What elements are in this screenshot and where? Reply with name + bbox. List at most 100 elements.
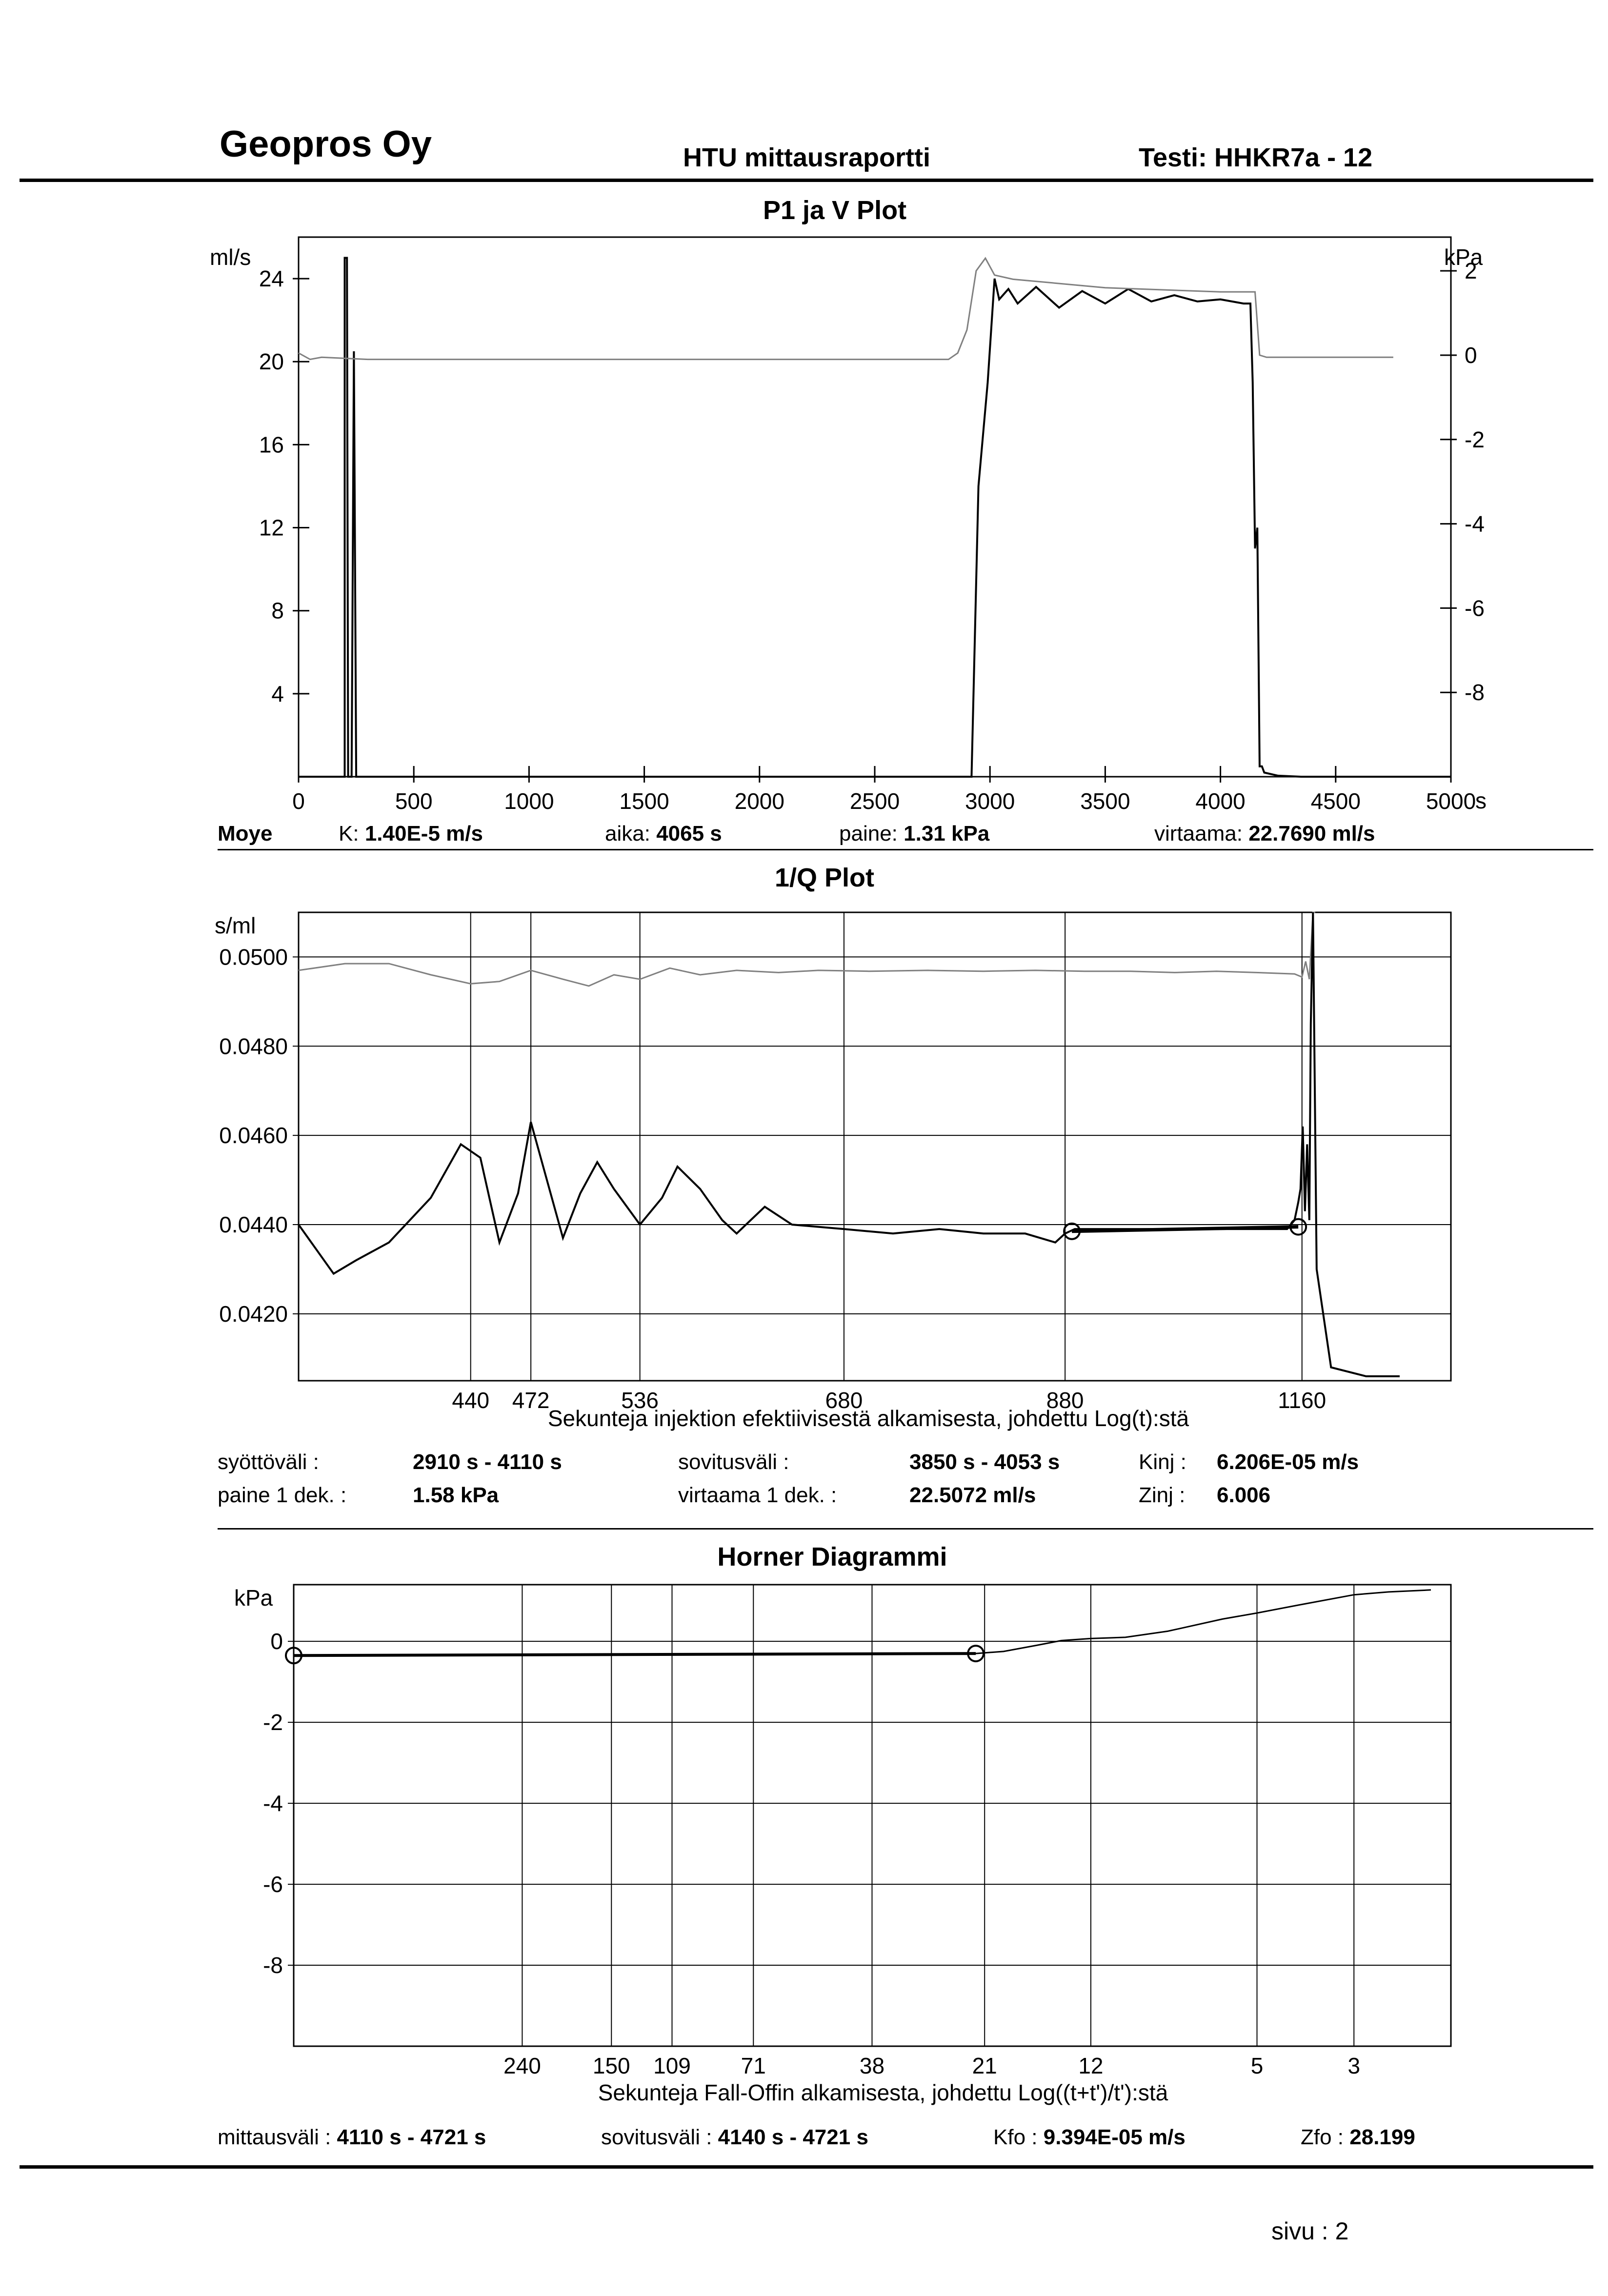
plot3-fit-label: sovitusväli : <box>601 2125 712 2149</box>
plot1-chart: 0 500 1000 1500 2000 2500 3000 3500 4000 4500 5000… <box>259 236 1485 814</box>
plot1-method: Moye <box>218 822 273 846</box>
plot1-y-right-tick-label: -4 <box>1465 511 1485 537</box>
plot1-y-left-tick-label: 12 <box>259 515 284 541</box>
plot1-y-right-tick-label: -8 <box>1465 680 1485 705</box>
plot1-frame <box>298 236 1452 778</box>
header-rule <box>20 179 1593 182</box>
plot1-x-tick-label: 2500 <box>850 788 900 814</box>
plot2-frame <box>298 911 1452 1382</box>
plot3-x-tick-label: 240 <box>503 2053 541 2078</box>
plot1-left-unit: ml/s <box>210 244 251 270</box>
plot1-x-tick-label: 3000 <box>965 788 1015 814</box>
plot2-title: 1/Q Plot <box>774 863 875 892</box>
plot1-series-line-1 <box>299 257 1451 778</box>
plot3-meas-value: 4110 s - 4721 s <box>337 2125 486 2149</box>
plot3-meas: mittausväli : 4110 s - 4721 s <box>218 2125 486 2150</box>
plot1-y-right-tick-label: -6 <box>1465 595 1485 621</box>
plot1-x-tick-label: 4000 <box>1195 788 1245 814</box>
plot1-rule <box>218 849 1593 850</box>
plot2-feed-label: syöttöväli : <box>218 1450 319 1474</box>
plot3-series-line-1 <box>293 1589 1431 1656</box>
plot2-p1-label: paine 1 dek. : <box>218 1483 347 1507</box>
plot1-y-left-tick-label: 4 <box>271 681 284 706</box>
plot3-kfo-value: 9.394E-05 m/s <box>1043 2125 1186 2149</box>
plot3-y-tick-label: -2 <box>263 1710 283 1735</box>
plot1-title: P1 ja V Plot <box>763 196 907 225</box>
plot2-q1-label: virtaama 1 dek. : <box>678 1483 837 1507</box>
plot3-fit-point <box>967 1645 985 1663</box>
plot1-x-tick-label: 3500 <box>1080 788 1130 814</box>
report-title: HTU mittausraportti <box>683 143 931 172</box>
plot2-y-unit: s/ml <box>215 913 256 938</box>
plot3-y-tick-label: -6 <box>263 1872 283 1897</box>
plot1-time: aika: 4065 s <box>605 822 722 846</box>
plot2-x-tick-label: 536 <box>621 1388 659 1413</box>
plot3-x-tick-label: 5 <box>1251 2053 1264 2078</box>
plot3-x-tick-label: 12 <box>1078 2053 1103 2078</box>
plot1-x-tick-label: 0 <box>292 788 305 814</box>
plot1-x-tick-label: 1000 <box>504 788 554 814</box>
plot3-zfo: Zfo : 28.199 <box>1301 2125 1415 2150</box>
plot3-y-unit: kPa <box>234 1585 273 1611</box>
plot3-fit: sovitusväli : 4140 s - 4721 s <box>601 2125 868 2150</box>
plot1-x-tick-label: 4500 <box>1311 788 1361 814</box>
plot1-pressure-value: 1.31 kPa <box>904 822 990 846</box>
test-label: Testi: HHKR7a - 12 <box>1139 143 1373 172</box>
plot3-y-tick-label: -8 <box>263 1953 283 1978</box>
plot2-feed-value: 2910 s - 4110 s <box>413 1450 562 1474</box>
page-number: sivu : 2 <box>1271 2217 1349 2245</box>
plot2-x-tick-label: 680 <box>825 1388 863 1413</box>
plot1-y-right-tick-label: 2 <box>1465 258 1477 283</box>
plot1-y-left-tick-label: 24 <box>259 266 284 291</box>
plot1-k: K: 1.40E-5 m/s <box>339 822 483 846</box>
plot3-fit-point <box>285 1647 302 1665</box>
plot1-x-unit: s <box>1475 788 1487 813</box>
plot2-p1-value: 1.58 kPa <box>413 1483 499 1507</box>
plot3-x-tick-label: 109 <box>653 2053 691 2078</box>
plot2-fit-line <box>1071 1225 1299 1233</box>
plot2-x-label: Sekunteja injektion efektiivisestä alkam… <box>547 1406 1189 1431</box>
plot3-frame <box>293 1584 1452 2047</box>
plot3-x-tick-label: 71 <box>741 2053 766 2078</box>
plot2-x-tick-label: 472 <box>512 1388 550 1413</box>
plot3-zfo-value: 28.199 <box>1349 2125 1415 2149</box>
plot1-time-label: aika: <box>605 822 650 846</box>
plot2-fit-point <box>1063 1222 1081 1240</box>
plot2-series-line-1 <box>298 911 1315 987</box>
plot3-title: Horner Diagrammi <box>717 1542 947 1571</box>
plot3-kfo: Kfo : 9.394E-05 m/s <box>993 2125 1186 2150</box>
plot2-fit-point <box>1289 1218 1307 1236</box>
plot2-y-tick-label: 0.0420 <box>219 1301 288 1327</box>
plot2-x-tick-label: 880 <box>1046 1388 1084 1413</box>
plot1-flow-label: virtaama: <box>1154 822 1243 846</box>
plot3-x-tick-label: 21 <box>972 2053 997 2078</box>
plot1-flow-value: 22.7690 ml/s <box>1248 822 1375 846</box>
plot1-y-right-tick-label: 0 <box>1465 342 1477 368</box>
plot1-y-left-tick-label: 16 <box>259 432 284 457</box>
plot2-fit-value: 3850 s - 4053 s <box>909 1450 1060 1474</box>
plot1-x-tick-label: 500 <box>395 788 433 814</box>
plot2-x-tick-label: 1160 <box>1278 1388 1326 1413</box>
plot3-x-label: Sekunteja Fall-Offin alkamisesta, johdet… <box>598 2080 1168 2105</box>
plot1-y-right-tick-label: -2 <box>1465 427 1485 452</box>
company-name: Geopros Oy <box>220 123 432 165</box>
plot1-y-left-tick-label: 20 <box>259 349 284 374</box>
plot2-x-tick-label: 440 <box>452 1388 489 1413</box>
plot3-y-tick-label: -4 <box>263 1791 283 1816</box>
footer-rule <box>20 2165 1593 2169</box>
plot2-kinj-label: Kinj : <box>1139 1450 1186 1474</box>
plot1-series-line-2 <box>298 257 1393 361</box>
plot2-series-line-2 <box>298 912 1400 1377</box>
plot2-y-tick-label: 0.0440 <box>219 1212 288 1237</box>
plot2-zinj-label: Zinj : <box>1139 1483 1186 1507</box>
plot3-y-tick-label: 0 <box>270 1629 283 1654</box>
plot3-kfo-label: Kfo : <box>993 2125 1038 2149</box>
plot2-kinj-value: 6.206E-05 m/s <box>1217 1450 1359 1474</box>
plot1-k-label: K: <box>339 822 359 846</box>
plot2-y-tick-label: 0.0480 <box>219 1033 288 1059</box>
plot3-x-tick-label: 3 <box>1347 2053 1360 2078</box>
plot1-flow: virtaama: 22.7690 ml/s <box>1154 822 1375 846</box>
plot2-q1-value: 22.5072 ml/s <box>909 1483 1036 1507</box>
plot3-x-tick-label: 38 <box>860 2053 884 2078</box>
plot3-zfo-label: Zfo : <box>1301 2125 1344 2149</box>
